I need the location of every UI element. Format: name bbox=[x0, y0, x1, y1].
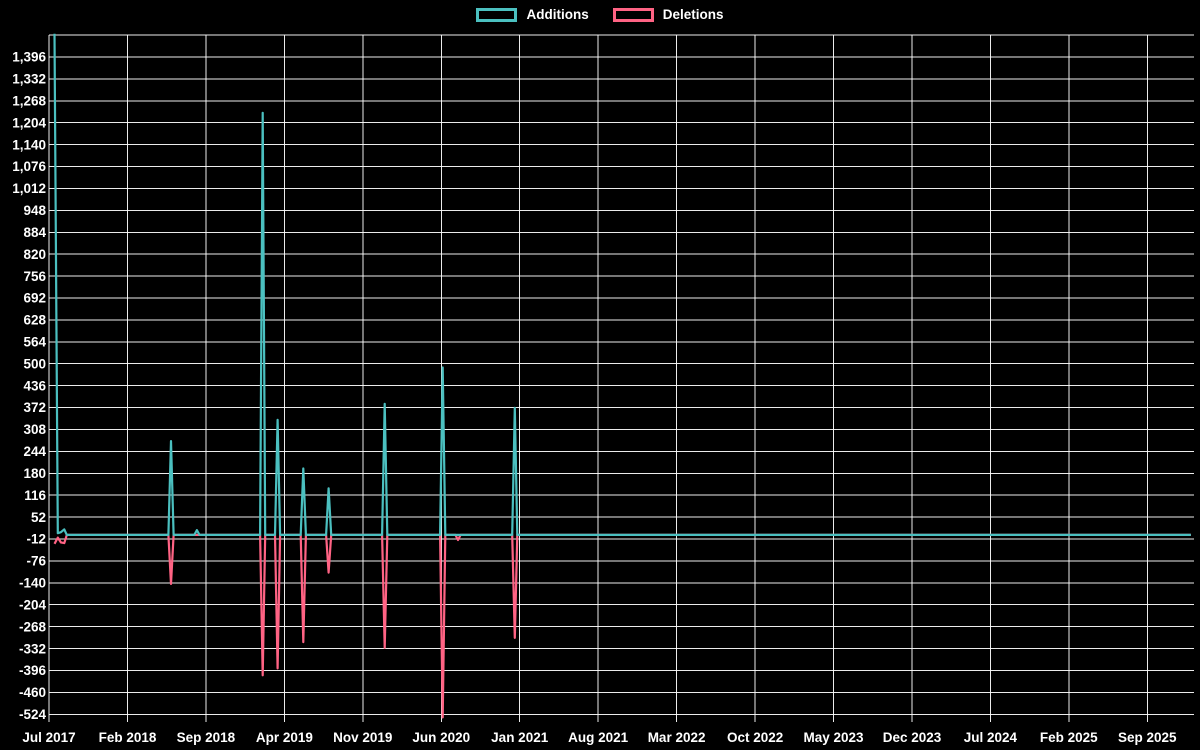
y-tick-label: 884 bbox=[23, 225, 46, 240]
legend-label-deletions: Deletions bbox=[662, 7, 724, 23]
x-tick-label: Feb 2025 bbox=[1040, 730, 1098, 745]
legend-item-additions[interactable]: Additions bbox=[476, 7, 589, 23]
y-tick-label: -140 bbox=[19, 576, 46, 591]
y-tick-label: 692 bbox=[23, 291, 46, 306]
x-tick-label: Nov 2019 bbox=[333, 730, 392, 745]
y-tick-label: -524 bbox=[19, 707, 47, 722]
y-tick-label: 500 bbox=[23, 356, 46, 371]
y-tick-label: 1,012 bbox=[12, 181, 46, 196]
y-tick-label: 436 bbox=[23, 378, 46, 393]
y-tick-label: 948 bbox=[23, 203, 46, 218]
y-tick-label: 1,396 bbox=[12, 50, 46, 65]
y-tick-label: 628 bbox=[23, 313, 46, 328]
y-tick-label: 1,332 bbox=[12, 72, 46, 87]
y-tick-label: 564 bbox=[23, 335, 46, 350]
y-tick-label: 116 bbox=[24, 488, 46, 503]
x-tick-label: Aug 2021 bbox=[568, 730, 629, 745]
x-tick-label: Jun 2020 bbox=[412, 730, 470, 745]
x-tick-label: Jul 2024 bbox=[964, 730, 1018, 745]
y-tick-label: -396 bbox=[19, 663, 47, 678]
y-tick-label: 1,268 bbox=[12, 94, 46, 109]
x-tick-label: Sep 2025 bbox=[1118, 730, 1177, 745]
deletions-swatch-icon bbox=[612, 8, 654, 22]
axis-labels: -524 -460 -396 -332 -268 -204 -140 -76 -12 52 116 1… bbox=[12, 50, 1177, 745]
x-tick-label: May 2023 bbox=[803, 730, 864, 745]
x-tick-label: Sep 2018 bbox=[177, 730, 236, 745]
additions-line bbox=[53, 33, 1191, 536]
y-tick-label: 372 bbox=[23, 400, 46, 415]
x-tick-label: Mar 2022 bbox=[648, 730, 706, 745]
x-tick-label: Jan 2021 bbox=[491, 730, 549, 745]
y-tick-label: 180 bbox=[23, 466, 46, 481]
legend-item-deletions[interactable]: Deletions bbox=[612, 7, 724, 23]
y-tick-label: 1,204 bbox=[12, 115, 46, 130]
y-tick-label: -332 bbox=[19, 641, 46, 656]
x-tick-label: Apr 2019 bbox=[256, 730, 313, 745]
y-tick-label: 52 bbox=[31, 510, 46, 525]
x-tick-label: Jul 2017 bbox=[22, 730, 75, 745]
x-tick-label: Dec 2023 bbox=[883, 730, 942, 745]
y-tick-label: 1,076 bbox=[12, 159, 46, 174]
additions-swatch-icon bbox=[476, 8, 518, 22]
y-tick-label: 308 bbox=[23, 422, 46, 437]
y-tick-label: -12 bbox=[26, 532, 46, 547]
chart-legend: Additions Deletions bbox=[0, 8, 1200, 22]
gridlines bbox=[48, 34, 1194, 722]
x-tick-label: Feb 2018 bbox=[99, 730, 157, 745]
y-tick-label: -268 bbox=[19, 619, 47, 634]
y-tick-label: 820 bbox=[23, 247, 46, 262]
y-tick-label: -460 bbox=[19, 685, 46, 700]
y-tick-label: 1,140 bbox=[12, 137, 46, 152]
y-tick-label: 756 bbox=[23, 269, 46, 284]
y-tick-label: 244 bbox=[23, 444, 46, 459]
legend-label-additions: Additions bbox=[526, 7, 589, 23]
y-tick-label: -204 bbox=[19, 597, 47, 612]
y-tick-label: -76 bbox=[26, 554, 46, 569]
x-tick-label: Oct 2022 bbox=[727, 730, 783, 745]
